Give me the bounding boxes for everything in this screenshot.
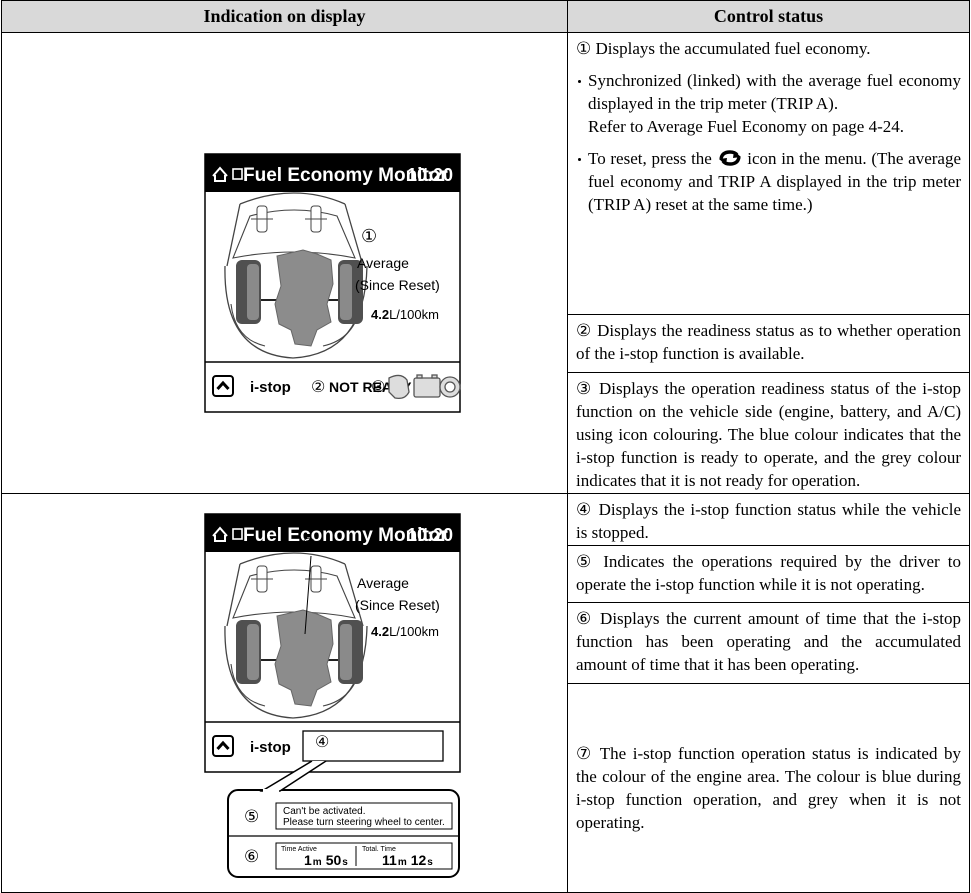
text: To reset, press the bbox=[588, 149, 712, 168]
graphic: ② Displays the readiness status as to wh… bbox=[576, 319, 961, 365]
header-cell: Control status bbox=[567, 0, 970, 33]
screen-2: Fuel Economy Monitor 10:20 ⑦ Average (Si… bbox=[205, 514, 460, 772]
economy-reading: 4.2L/100km bbox=[371, 307, 439, 322]
marker: ⑥ bbox=[576, 609, 594, 628]
graphic bbox=[275, 842, 453, 870]
marker: ① bbox=[361, 226, 377, 246]
unit: s bbox=[342, 857, 348, 868]
bullet: Synchronized (linked) with the average f… bbox=[576, 69, 961, 138]
header-text: Control status bbox=[713, 6, 824, 26]
text: Displays the operation readiness status … bbox=[576, 379, 961, 490]
graphic bbox=[275, 802, 453, 830]
economy-unit: L/100km bbox=[389, 307, 439, 322]
unit: s bbox=[427, 857, 433, 868]
status-cell: ⑤ Indicates the operations required by t… bbox=[567, 545, 970, 603]
header-cell: Indication on display bbox=[1, 0, 568, 33]
reset-icon bbox=[718, 150, 741, 166]
marker: ② bbox=[311, 379, 325, 396]
readiness-icons bbox=[388, 374, 461, 400]
graphic bbox=[416, 374, 423, 379]
text: The i-stop function operation status is … bbox=[576, 744, 961, 832]
total-time-label: Total. Time bbox=[362, 846, 396, 853]
marker: ⑥ bbox=[244, 847, 259, 866]
text: Indicates the operations required by the… bbox=[576, 552, 961, 594]
graphic: ⑦ The i-stop function operation status i… bbox=[576, 742, 961, 834]
average-label: Average bbox=[357, 255, 409, 271]
total-time: 11m 12s bbox=[382, 852, 433, 868]
seconds: 12 bbox=[411, 852, 427, 868]
minutes: 11 bbox=[382, 852, 397, 868]
text: Synchronized (linked) with the average f… bbox=[588, 71, 961, 113]
screen-time: 10:20 bbox=[407, 165, 453, 185]
status-cell: ⑦ The i-stop function operation status i… bbox=[567, 683, 970, 893]
time-active: 1m 50s bbox=[304, 852, 348, 868]
unit: m bbox=[398, 857, 407, 868]
status-cell: ① Displays the accumulated fuel economy.… bbox=[567, 32, 970, 315]
graphic bbox=[304, 555, 312, 635]
screen-1: Fuel Economy Monitor 10:20 ① Average (Si… bbox=[205, 154, 460, 412]
header-text: Indication on display bbox=[203, 6, 366, 26]
marker: ② bbox=[576, 321, 593, 340]
graphic bbox=[388, 374, 410, 400]
marker: ④ bbox=[576, 500, 593, 519]
time-active-label: Time Active bbox=[281, 846, 317, 853]
bullet: To reset, press the icon in the menu. (T… bbox=[576, 147, 961, 216]
marker: ① bbox=[576, 39, 592, 58]
marker: ④ bbox=[315, 734, 329, 751]
status-popup: ⑤ Can't be activated. Please turn steeri… bbox=[227, 760, 460, 878]
graphic bbox=[431, 374, 438, 379]
message-line: Can't be activated. bbox=[283, 806, 366, 817]
screens: Fuel Economy Monitor 10:20 ① Average (Si… bbox=[0, 0, 567, 878]
status-cell: ④ Displays the i-stop function status wh… bbox=[567, 493, 970, 546]
message-line: Please turn steering wheel to center. bbox=[283, 817, 445, 828]
marker: ⑤ bbox=[244, 807, 259, 826]
graphic bbox=[302, 730, 444, 762]
graphic bbox=[413, 377, 441, 398]
graphic: ④ Displays the i-stop function status wh… bbox=[576, 498, 961, 544]
graphic: ⑤ Indicates the operations required by t… bbox=[576, 550, 961, 596]
screen-title: Fuel Economy Monitor bbox=[243, 525, 448, 546]
screen-title: Fuel Economy Monitor bbox=[243, 165, 448, 186]
text: Displays the readiness status as to whet… bbox=[576, 321, 961, 363]
i-stop-label: i-stop bbox=[250, 379, 291, 396]
graphic bbox=[444, 381, 456, 393]
unit: m bbox=[313, 857, 322, 868]
graphic bbox=[732, 151, 741, 158]
marker: ③ bbox=[371, 379, 385, 396]
economy-reading: 4.2L/100km bbox=[371, 624, 439, 639]
status-cell: ② Displays the readiness status as to wh… bbox=[567, 314, 970, 373]
average-label: Average bbox=[357, 575, 409, 591]
economy-unit: L/100km bbox=[389, 624, 439, 639]
marker: ③ bbox=[576, 379, 593, 398]
screen-time: 10:20 bbox=[407, 525, 453, 545]
graphic bbox=[718, 158, 727, 165]
since-reset-label: (Since Reset) bbox=[355, 277, 440, 293]
text: Displays the current amount of time that… bbox=[576, 609, 961, 674]
marker: ⑦ bbox=[301, 535, 317, 555]
seconds: 50 bbox=[326, 852, 342, 868]
note: Refer to Average Fuel Economy on page 4-… bbox=[588, 117, 904, 136]
status-text: ① Displays the accumulated fuel economy. bbox=[576, 37, 961, 60]
marker: ⑦ bbox=[576, 744, 594, 763]
economy-value: 4.2 bbox=[371, 624, 389, 639]
text: Displays the accumulated fuel economy. bbox=[595, 39, 871, 58]
marker: ⑤ bbox=[576, 552, 596, 571]
since-reset-label: (Since Reset) bbox=[355, 597, 440, 613]
status-cell: ⑥ Displays the current amount of time th… bbox=[567, 602, 970, 684]
text: Displays the i-stop function status whil… bbox=[576, 500, 961, 542]
graphic: ⑥ Displays the current amount of time th… bbox=[576, 607, 961, 676]
economy-value: 4.2 bbox=[371, 307, 389, 322]
text: icon in the menu. (The average fuel econ… bbox=[588, 149, 961, 214]
i-stop-label: i-stop bbox=[250, 739, 291, 756]
minutes: 1 bbox=[304, 852, 312, 868]
status-cell: ③ Displays the operation readiness statu… bbox=[567, 372, 970, 494]
graphic: ③ Displays the operation readiness statu… bbox=[576, 377, 961, 492]
